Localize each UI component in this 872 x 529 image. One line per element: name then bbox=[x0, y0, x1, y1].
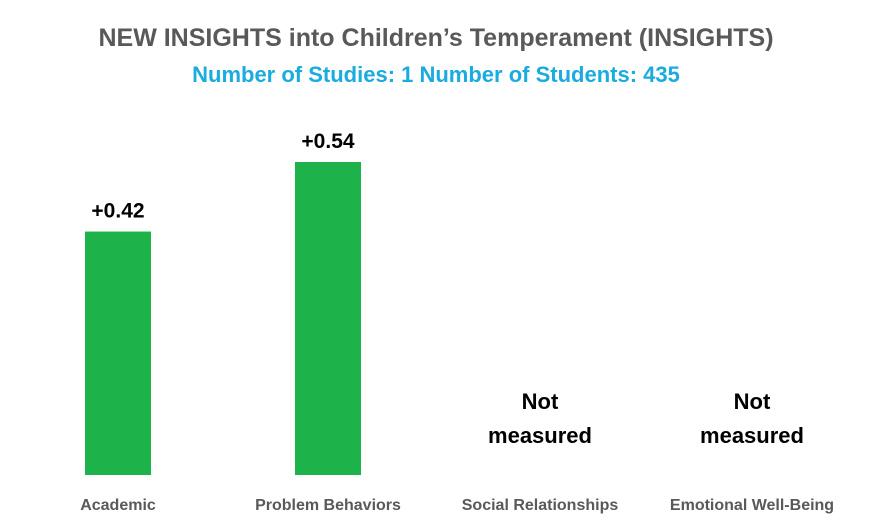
category-label-problem-behaviors: Problem Behaviors bbox=[255, 497, 401, 514]
chart-title: NEW INSIGHTS into Children’s Temperament… bbox=[98, 24, 774, 52]
value-label-academic: +0.42 bbox=[91, 200, 144, 223]
category-label-social-relationships: Social Relationships bbox=[462, 497, 619, 514]
bar-problem-behaviors bbox=[295, 162, 361, 475]
value-label-emotional-well-being: Not measured bbox=[700, 389, 804, 448]
category-label-academic: Academic bbox=[80, 497, 156, 514]
category-label-emotional-well-being: Emotional Well-Being bbox=[670, 497, 834, 514]
value-label-problem-behaviors: +0.54 bbox=[301, 130, 354, 153]
bar-academic bbox=[85, 231, 151, 475]
value-label-social-relationships: Not measured bbox=[488, 389, 592, 448]
chart-subtitle: Number of Studies: 1 Number of Students:… bbox=[192, 62, 680, 87]
